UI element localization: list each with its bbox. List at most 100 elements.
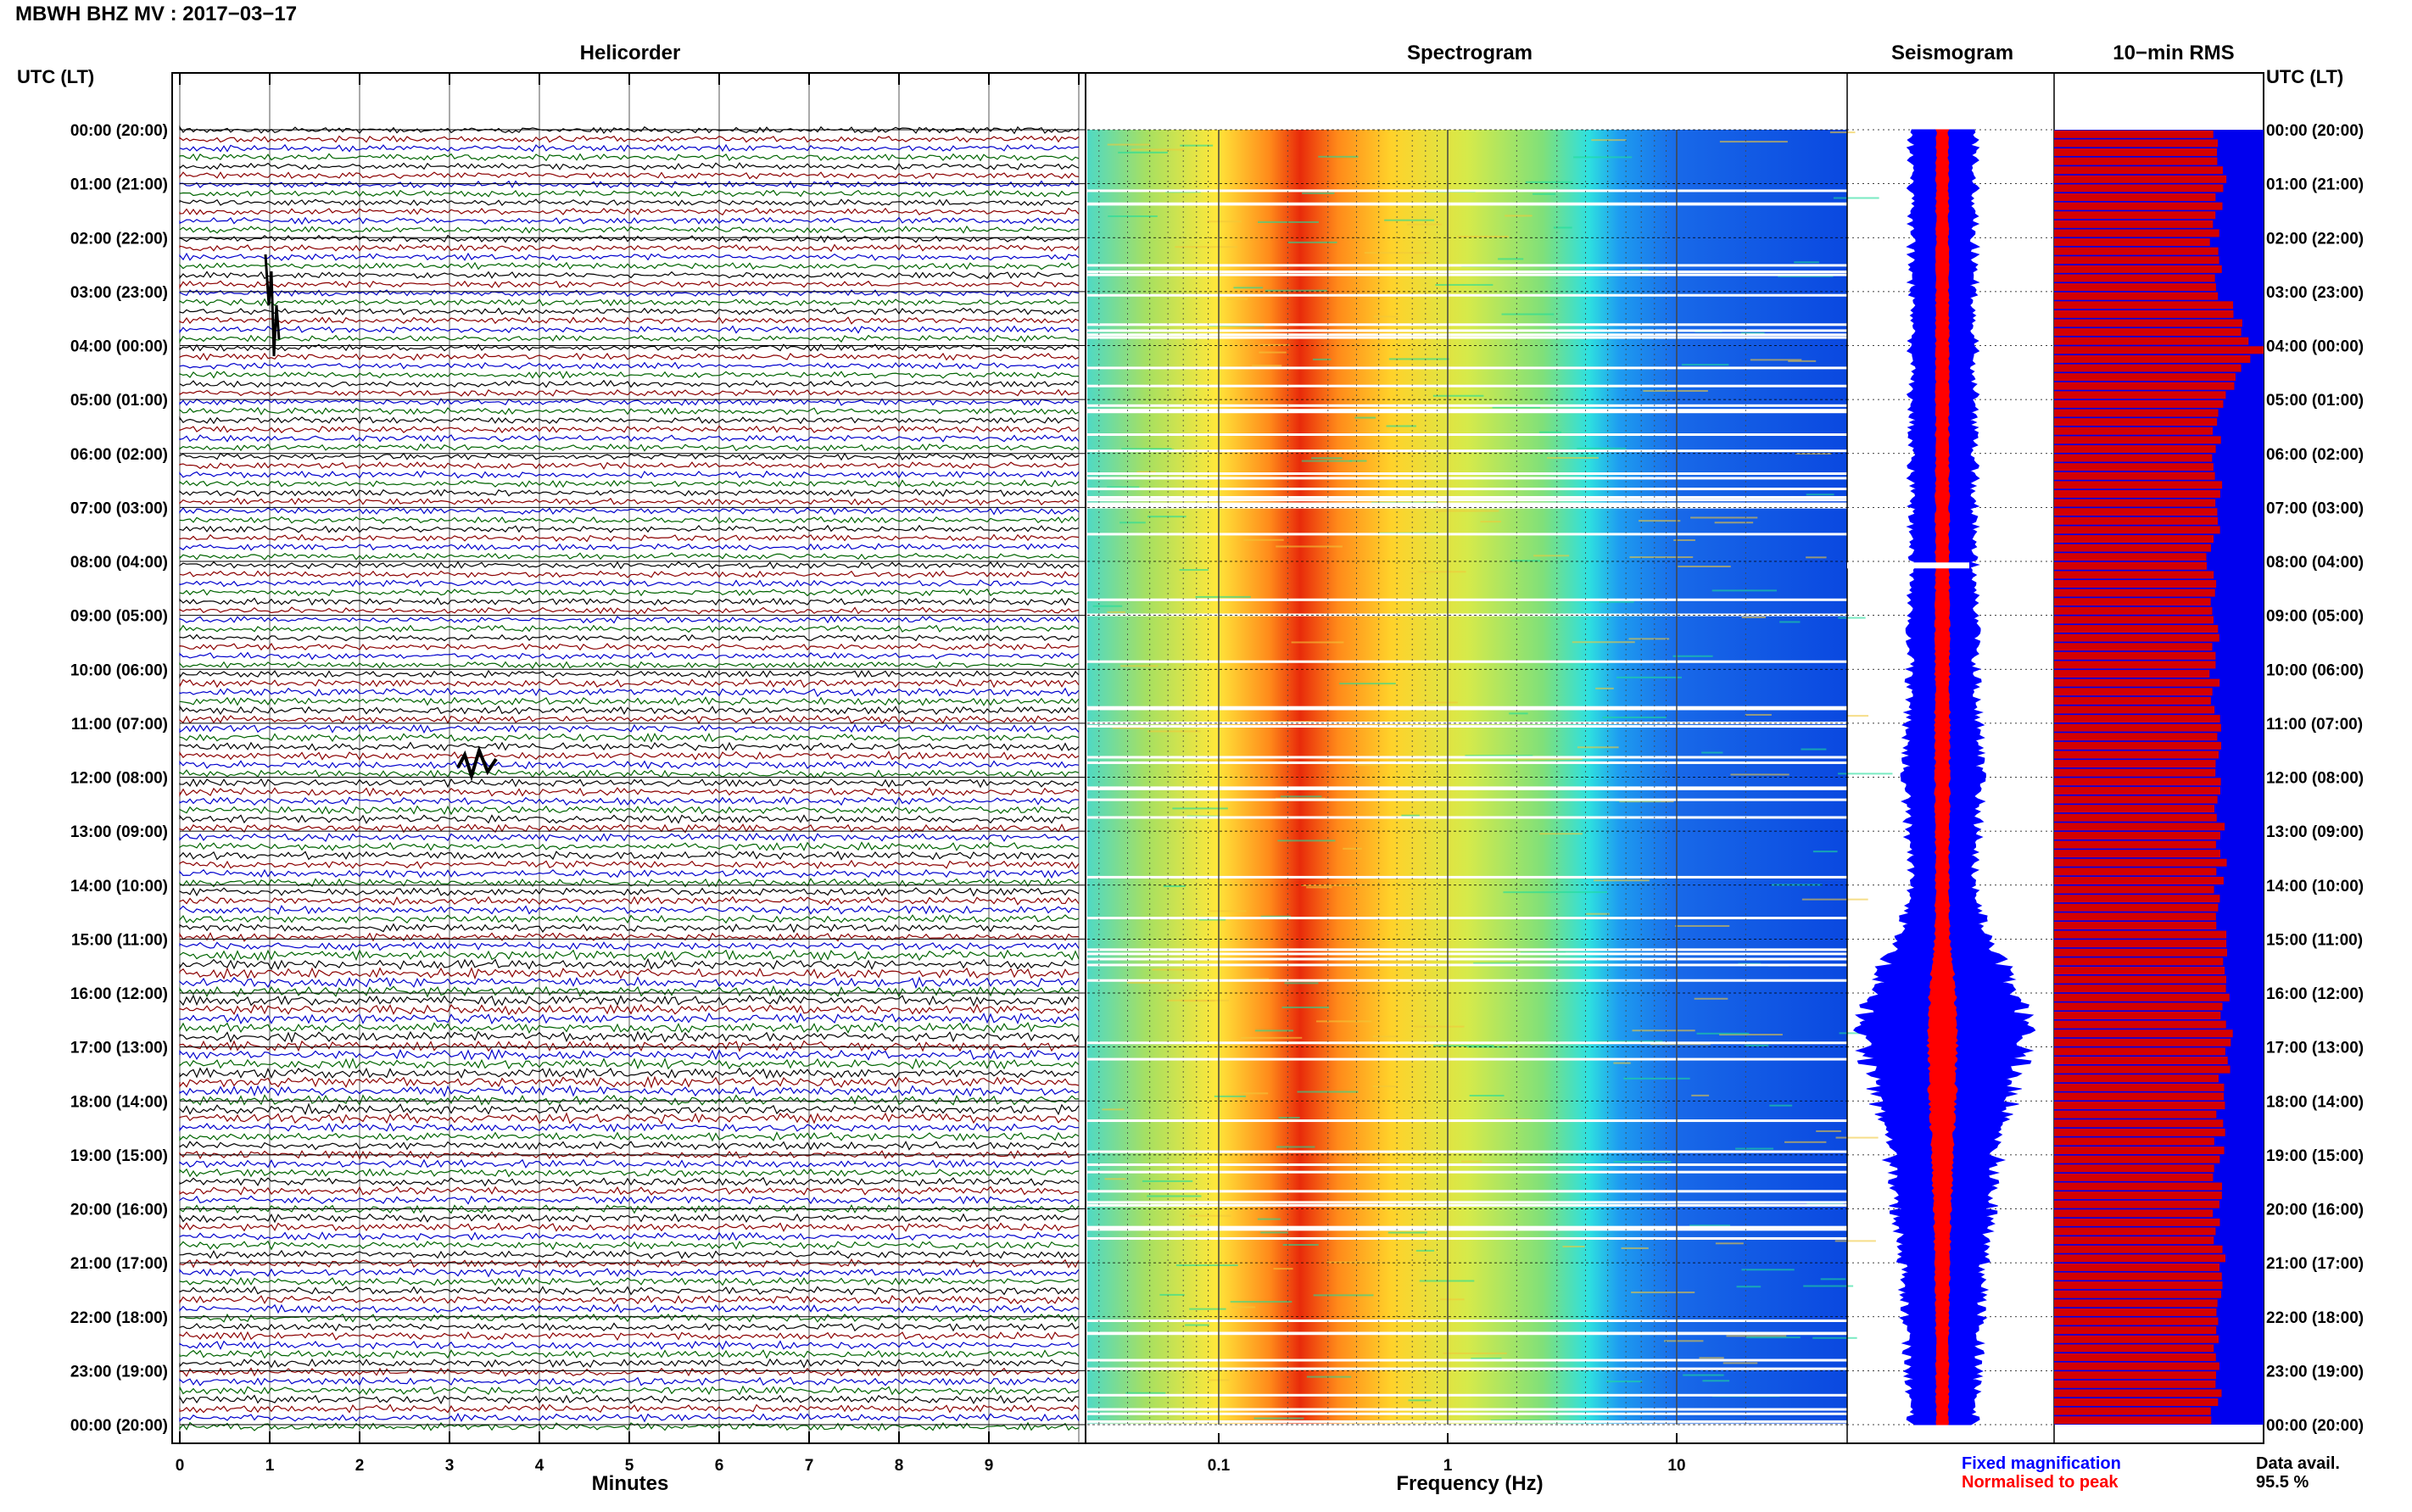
spectrogram-speckle: [1719, 141, 1788, 143]
spectrogram-data-gap: [1087, 1203, 1847, 1207]
spectrogram-speckle: [1260, 1231, 1288, 1234]
spectrogram-speckle: [1147, 1195, 1202, 1197]
spectrogram-speckle: [1387, 758, 1432, 761]
spectrogram-speckle: [1829, 131, 1856, 134]
spectrogram-speckle: [1795, 453, 1832, 455]
spectrogram-data-gap: [1087, 273, 1847, 276]
helicorder-trace: [179, 1085, 1080, 1098]
helicorder-trace: [179, 1176, 1080, 1187]
spectrogram-speckle: [1282, 1243, 1319, 1246]
spectrogram-speckle: [1230, 1301, 1293, 1303]
helicorder-trace: [179, 696, 1080, 706]
spectrogram-speckle: [1120, 665, 1159, 667]
spectrogram-speckle: [1401, 814, 1420, 817]
spectrogram-speckle: [1683, 1374, 1724, 1376]
rms-bar: [2054, 1147, 2225, 1155]
spectrogram-speckle: [1673, 538, 1695, 541]
helicorder-trace: [179, 1258, 1080, 1269]
rms-bar: [2054, 256, 2219, 265]
spectrogram-speckle: [1414, 1025, 1465, 1028]
spectrogram-speckle: [1175, 1264, 1238, 1267]
spectrogram-speckle: [1839, 1032, 1876, 1035]
rms-panel: [2054, 130, 2264, 1425]
spectrogram-speckle: [1812, 851, 1838, 853]
spectrogram-speckle: [1397, 1208, 1445, 1211]
spectrogram-data-gap: [1087, 472, 1847, 476]
helicorder-trace: [179, 543, 1080, 551]
rms-bar: [2054, 1236, 2214, 1245]
spectrogram-speckle: [1406, 223, 1442, 226]
spectrogram-speckle: [1623, 1077, 1690, 1080]
spectrogram-speckle: [1664, 1340, 1704, 1342]
rms-bar: [2054, 589, 2215, 597]
rms-bar: [2054, 706, 2215, 714]
hour-label-left: 13:00 (09:00): [70, 823, 168, 841]
helicorder-trace: [179, 661, 1080, 669]
helicorder-trace: [179, 225, 1080, 234]
helicorder-trace: [179, 243, 1080, 253]
rms-bar: [2054, 985, 2226, 993]
spectrogram-speckle: [1835, 1136, 1879, 1139]
helicorder-trace: [179, 669, 1080, 679]
hour-label-right: 03:00 (23:00): [2266, 284, 2364, 302]
spectrogram-speckle: [1121, 448, 1172, 450]
spectrogram-speckle: [1434, 510, 1499, 512]
rms-bar: [2054, 1074, 2219, 1083]
spectrogram-data-gap: [1087, 488, 1847, 491]
spectrogram-speckle: [1505, 215, 1533, 217]
rms-bar: [2054, 301, 2234, 310]
spectrogram-speckle: [1613, 1160, 1672, 1163]
spectrogram-speckle: [1163, 885, 1186, 888]
rms-bar: [2054, 148, 2218, 157]
spectrogram-speckle: [1779, 621, 1801, 623]
rms-bar: [2054, 957, 2224, 966]
rms-bar: [2054, 778, 2221, 786]
rms-title: 10−min RMS: [2113, 42, 2234, 64]
spectrogram-speckle: [1136, 471, 1156, 473]
spectrogram-data-gap: [1087, 1393, 1847, 1397]
spectrogram-speckle: [1147, 730, 1201, 733]
hour-label-left: 19:00 (15:00): [70, 1147, 168, 1165]
hour-label-right: 08:00 (04:00): [2266, 554, 2364, 572]
helicorder-trace: [179, 1240, 1080, 1251]
rms-bar: [2054, 229, 2219, 237]
rms-bar: [2054, 651, 2216, 660]
spectrogram-speckle: [1092, 605, 1123, 607]
rms-bar: [2054, 399, 2224, 408]
spectrogram-speckle: [1812, 1336, 1857, 1339]
spectrogram-data-gap: [1087, 449, 1847, 453]
spectrogram-data-gap: [1087, 756, 1847, 759]
spectrogram-data-gap: [1087, 502, 1847, 505]
spectrogram-speckle: [1388, 358, 1449, 360]
x-axes: 0 1 2 3 4 5 6 7 8 9 0.1 1 10: [176, 1431, 1686, 1475]
spectrogram-speckle: [1175, 246, 1237, 248]
rms-bar: [2054, 1065, 2231, 1074]
spectrogram-data-gap: [1087, 952, 1847, 956]
spectrogram-speckle: [1386, 425, 1416, 427]
helicorder-trace: [179, 887, 1080, 897]
rms-bar: [2054, 1389, 2222, 1398]
helicorder-x-tick-label: 8: [895, 1457, 904, 1475]
helicorder-trace: [179, 1021, 1080, 1035]
rms-bar: [2054, 1057, 2228, 1065]
spectrogram-speckle: [1691, 1094, 1710, 1096]
rms-bar: [2054, 993, 2230, 1001]
helicorder-trace: [179, 280, 1080, 290]
helicorder-trace: [179, 434, 1080, 443]
spectrogram-speckle: [1834, 1240, 1876, 1242]
spectrogram-speckle: [1419, 701, 1458, 704]
rms-bar: [2054, 688, 2213, 696]
spectrogram-data-gap: [1087, 1057, 1847, 1061]
helicorder-trace: [179, 135, 1080, 143]
spectrogram-speckle: [1690, 516, 1758, 519]
spectrogram-data-gap: [1087, 1150, 1847, 1153]
hour-label-left: 09:00 (05:00): [70, 608, 168, 626]
spectrogram-speckle: [1107, 486, 1140, 488]
helicorder-trace: [179, 923, 1080, 934]
spectrogram-speckle: [1373, 315, 1399, 318]
spectrogram-x-tick-label: 10: [1667, 1457, 1685, 1475]
helicorder-trace: [179, 207, 1080, 216]
spectrogram-data-gap: [1087, 1236, 1847, 1240]
spectrogram-speckle: [1119, 522, 1146, 524]
spectrogram-speckle: [1142, 1180, 1193, 1182]
